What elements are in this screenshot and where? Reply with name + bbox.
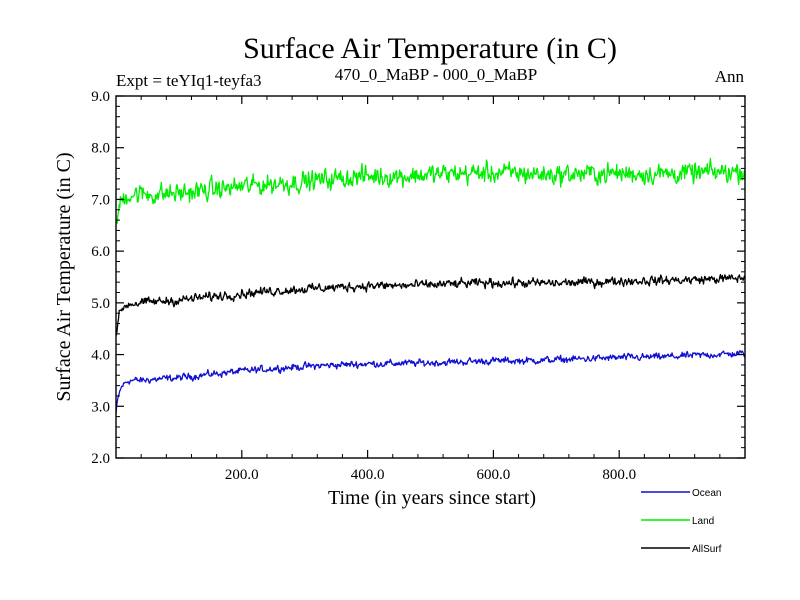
y-tick-label: 6.0: [91, 244, 110, 260]
y-tick-label: 2.0: [91, 451, 110, 467]
x-tick-label: 800.0: [602, 467, 636, 483]
x-axis-label: Time (in years since start): [328, 487, 536, 509]
plot-frame: [115, 95, 746, 459]
y-axis-label: Surface Air Temperature (in C): [53, 152, 75, 401]
chart-subtitle-center: 470_0_MaBP - 000_0_MaBP: [335, 65, 537, 84]
x-tick-label: 200.0: [225, 467, 259, 483]
legend-label-land: Land: [692, 516, 714, 527]
legend-label-allsurf: AllSurf: [692, 544, 722, 555]
chart-title: Surface Air Temperature (in C): [243, 32, 617, 65]
y-tick-label: 9.0: [91, 89, 110, 105]
series-line-ocean: [115, 350, 746, 414]
y-tick-label: 5.0: [91, 296, 110, 312]
y-tick-label: 8.0: [91, 141, 110, 157]
chart-subtitle-left: Expt = teYIq1-teyfa3: [116, 71, 262, 90]
axis-ticks: 2.0 3.0 4.0 5.0 6.0 7.0 8.0 9.0 200.0 400.0 600.0 8…: [91, 89, 745, 483]
x-tick-label: 600.0: [477, 467, 511, 483]
series-line-allsurf: [115, 273, 746, 336]
y-tick-label: 3.0: [91, 399, 110, 415]
legend: Ocean Land AllSurf: [641, 488, 722, 555]
y-tick-label: 4.0: [91, 348, 110, 364]
series-line-land: [115, 157, 746, 224]
chart-subtitle-right: Ann: [715, 67, 745, 86]
y-tick-label: 7.0: [91, 192, 110, 208]
legend-label-ocean: Ocean: [692, 488, 721, 499]
plot-lines: [115, 157, 746, 414]
x-tick-label: 400.0: [351, 467, 385, 483]
